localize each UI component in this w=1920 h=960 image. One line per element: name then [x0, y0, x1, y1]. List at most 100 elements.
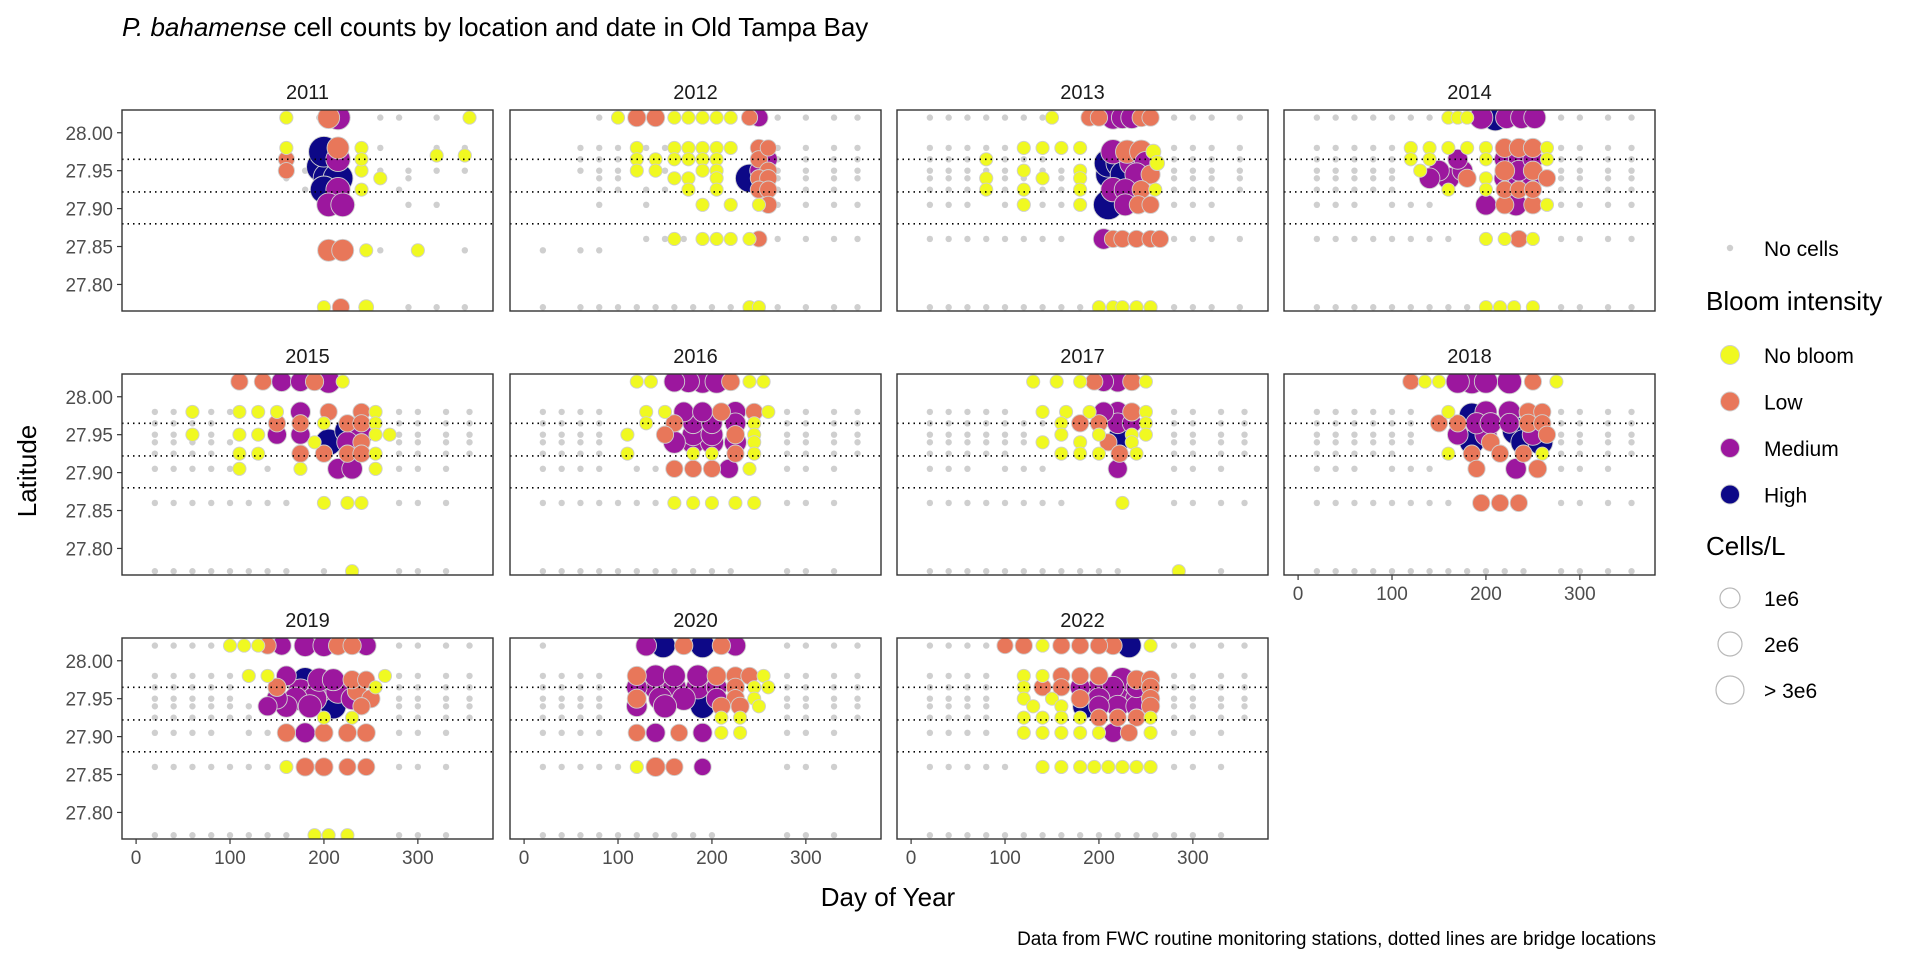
point-no-cells	[1189, 439, 1197, 446]
point-no-bloom	[704, 495, 720, 511]
point-no-bloom	[340, 495, 355, 511]
point-no-cells	[208, 408, 215, 416]
panel-border	[896, 373, 1269, 576]
point-no-cells	[539, 832, 547, 839]
point-no-cells	[1332, 304, 1339, 311]
point-no-cells	[926, 235, 934, 243]
point-no-cells	[442, 408, 450, 416]
x-tick-label: 200	[1083, 848, 1115, 869]
point-no-cells	[1170, 763, 1178, 771]
point-no-cells	[1332, 201, 1339, 209]
legend-no-cells-label: No cells	[1764, 238, 1839, 261]
point-no-cells	[442, 672, 450, 680]
point-low	[342, 638, 362, 656]
point-low	[627, 110, 647, 128]
point-no-cells	[964, 684, 971, 691]
point-low	[314, 723, 334, 743]
point-no-cells	[983, 450, 990, 457]
point-no-cells	[983, 672, 990, 680]
facet-strip-label: 2014	[1447, 82, 1492, 104]
point-no-bloom	[667, 171, 682, 186]
point-no-cells	[926, 703, 934, 710]
point-no-cells	[783, 763, 791, 771]
point-no-cells	[170, 684, 177, 691]
point-no-cells	[414, 672, 422, 680]
point-no-cells	[1076, 304, 1084, 311]
point-no-cells	[661, 186, 669, 193]
point-no-bloom	[1492, 300, 1508, 311]
point-no-cells	[1576, 201, 1584, 209]
point-low	[674, 638, 694, 656]
point-no-cells	[1001, 144, 1009, 152]
point-low	[230, 374, 249, 391]
point-low	[1457, 168, 1477, 188]
point-no-cells	[395, 832, 403, 839]
point-no-cells	[1313, 450, 1321, 457]
point-no-cells	[1407, 201, 1414, 209]
point-low	[1402, 374, 1420, 391]
point-no-cells	[1313, 568, 1321, 575]
point-no-bloom	[232, 461, 247, 476]
point-no-cells	[1576, 175, 1584, 182]
point-no-bloom	[368, 461, 383, 476]
point-no-cells	[170, 450, 177, 457]
point-no-cells	[1170, 703, 1178, 710]
point-low	[291, 414, 310, 433]
point-no-cells	[830, 186, 838, 193]
point-no-bloom	[1087, 759, 1102, 775]
point-low	[331, 298, 350, 311]
point-no-cells	[1208, 201, 1215, 209]
point-no-cells	[577, 439, 584, 446]
point-no-cells	[926, 672, 934, 680]
point-no-cells	[1208, 144, 1215, 152]
point-no-cells	[1351, 499, 1358, 507]
point-no-cells	[377, 114, 384, 121]
point-no-cells	[558, 465, 565, 473]
point-no-cells	[558, 420, 565, 427]
point-no-cells	[1426, 568, 1433, 575]
point-no-cells	[1217, 695, 1225, 702]
point-no-cells	[830, 684, 838, 691]
x-tick-label: 100	[989, 848, 1021, 869]
point-no-cells	[245, 499, 252, 507]
point-no-bloom	[1138, 374, 1153, 389]
point-no-cells	[1236, 304, 1244, 311]
panel-border	[509, 373, 882, 576]
point-no-cells	[1170, 304, 1178, 311]
point-no-bloom	[1073, 725, 1088, 740]
point-no-cells	[414, 763, 422, 771]
point-no-cells	[1241, 695, 1248, 702]
y-tick-label: 27.95	[65, 690, 113, 711]
x-tick-label: 200	[308, 848, 340, 869]
point-low	[1071, 638, 1090, 655]
point-no-cells	[1388, 144, 1396, 152]
point-no-bloom	[1016, 725, 1031, 740]
point-low	[1014, 638, 1033, 655]
point-no-cells	[1170, 431, 1178, 438]
panel-plot-area	[510, 110, 881, 311]
point-no-cells	[1332, 499, 1339, 507]
point-no-cells	[1332, 144, 1339, 152]
point-no-cells	[945, 235, 952, 243]
point-no-cells	[1189, 156, 1197, 163]
point-no-cells	[395, 684, 403, 691]
point-no-cells	[830, 763, 838, 771]
point-no-cells	[1217, 439, 1225, 446]
point-no-cells	[208, 832, 215, 839]
facet-panel-2018: 2018 0 100 200 300	[1283, 346, 1656, 605]
facet-strip-label: 2013	[1060, 82, 1105, 104]
point-medium	[1473, 374, 1498, 394]
point-low	[646, 110, 666, 128]
point-no-cells	[945, 420, 952, 427]
point-no-cells	[395, 465, 403, 473]
point-no-cells	[1628, 167, 1635, 174]
point-no-cells	[151, 420, 159, 427]
point-no-cells	[208, 729, 215, 737]
point-no-cells	[208, 450, 215, 457]
point-no-cells	[854, 431, 861, 438]
point-no-cells	[1388, 499, 1396, 507]
point-no-cells	[442, 420, 450, 427]
point-no-cells	[926, 714, 934, 721]
point-no-cells	[1170, 235, 1178, 243]
point-no-cells	[1217, 832, 1225, 839]
